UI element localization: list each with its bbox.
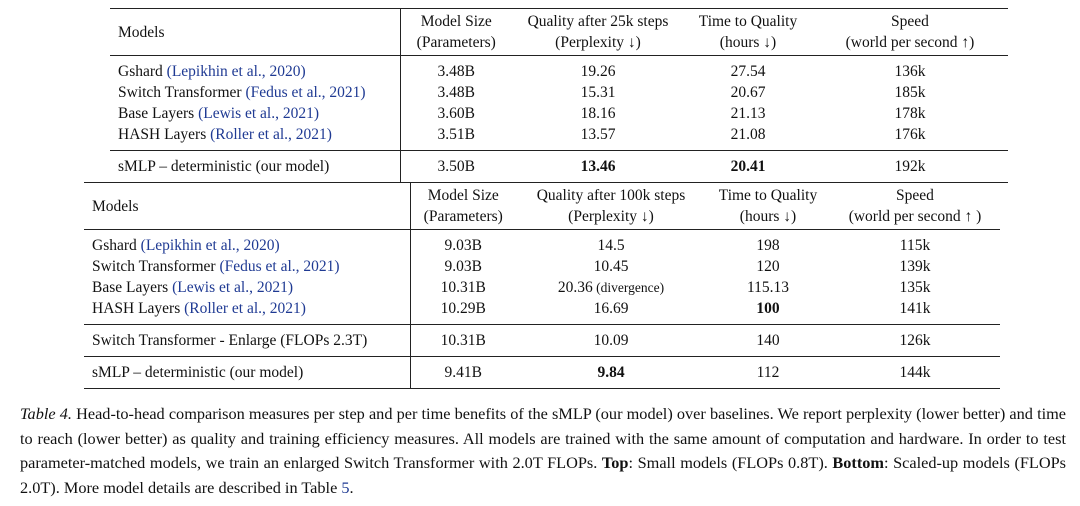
citation-link[interactable]: (Lewis et al., 2021) bbox=[172, 279, 294, 296]
table-row: Switch Transformer (Fedus et al., 2021) … bbox=[110, 82, 1008, 103]
bottom-table: Models Model Size (Parameters) Quality af… bbox=[84, 182, 1000, 389]
table-row: HASH Layers (Roller et al., 2021) 10.29B… bbox=[84, 298, 1000, 325]
size-header: Model Size (Parameters) bbox=[416, 13, 496, 51]
table-row: Base Layers (Lewis et al., 2021) 10.31B … bbox=[84, 277, 1000, 298]
speed-header: Speed (world per second ↑) bbox=[845, 13, 975, 51]
our-model-row: sMLP – deterministic (our model) 9.41B 9… bbox=[84, 356, 1000, 389]
table-row: HASH Layers (Roller et al., 2021) 3.51B … bbox=[110, 124, 1008, 151]
citation-link[interactable]: (Lepikhin et al., 2020) bbox=[166, 63, 306, 80]
table-row: Base Layers (Lewis et al., 2021) 3.60B 1… bbox=[110, 103, 1008, 124]
citation-link[interactable]: (Lewis et al., 2021) bbox=[198, 105, 320, 122]
header-row: Models Model Size (Parameters) Quality af… bbox=[84, 182, 1000, 230]
header-row: Models Model Size (Parameters) Quality af… bbox=[110, 8, 1008, 56]
divergence-note: (divergence) bbox=[592, 280, 665, 295]
citation-link[interactable]: (Fedus et al., 2021) bbox=[219, 258, 340, 275]
top-table: Models Model Size (Parameters) Quality af… bbox=[110, 8, 1008, 183]
citation-link[interactable]: (Fedus et al., 2021) bbox=[245, 84, 366, 101]
quality-header: Quality after 25k steps (Perplexity ↓) bbox=[527, 13, 669, 51]
table-row: Switch Transformer (Fedus et al., 2021) … bbox=[84, 256, 1000, 277]
citation-link[interactable]: (Roller et al., 2021) bbox=[184, 300, 306, 317]
table-row: Gshard (Lepikhin et al., 2020) 3.48B 19.… bbox=[110, 55, 1008, 82]
enlarge-row: Switch Transformer - Enlarge (FLOPs 2.3T… bbox=[84, 324, 1000, 357]
citation-link[interactable]: (Lepikhin et al., 2020) bbox=[140, 237, 280, 254]
table-reference-link[interactable]: 5 bbox=[341, 477, 350, 497]
time-header: Time to Quality (hours ↓) bbox=[718, 187, 818, 225]
time-header: Time to Quality (hours ↓) bbox=[698, 13, 798, 51]
caption-label: Table 4. bbox=[20, 404, 72, 423]
citation-link[interactable]: (Roller et al., 2021) bbox=[210, 126, 332, 143]
speed-header: Speed (world per second ↑ ) bbox=[848, 187, 982, 225]
our-model-row: sMLP – deterministic (our model) 3.50B 1… bbox=[110, 150, 1008, 183]
quality-header: Quality after 100k steps (Perplexity ↓) bbox=[536, 187, 686, 225]
models-header: Models bbox=[84, 182, 411, 230]
size-header: Model Size (Parameters) bbox=[423, 187, 503, 225]
table-caption: Table 4. Head-to-head comparison measure… bbox=[20, 404, 1067, 497]
table-row: Gshard (Lepikhin et al., 2020) 9.03B 14.… bbox=[84, 229, 1000, 256]
models-header: Models bbox=[110, 8, 401, 56]
